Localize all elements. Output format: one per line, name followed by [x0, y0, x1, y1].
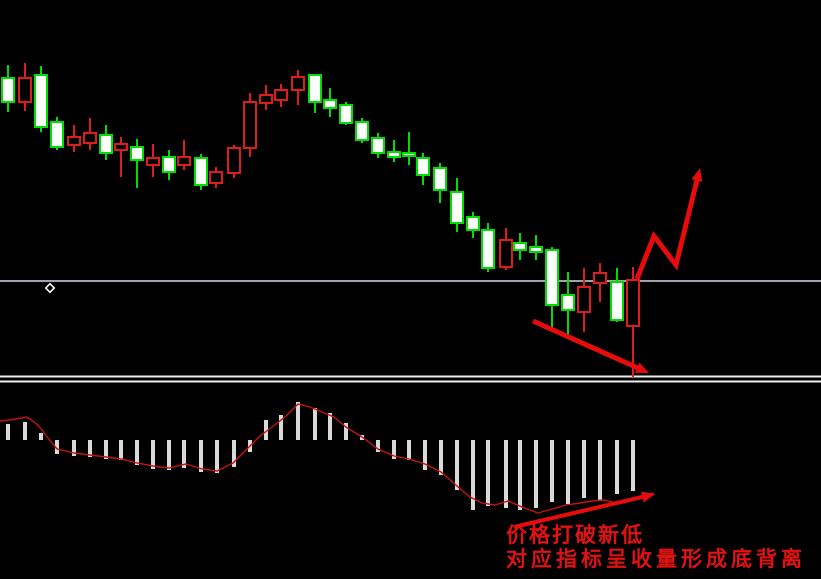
histogram-bar — [615, 440, 619, 494]
candle-body — [450, 191, 464, 224]
candle-body — [610, 281, 624, 321]
candle-body — [308, 74, 322, 103]
candle-body — [146, 157, 160, 166]
histogram-bar — [6, 424, 10, 440]
candle-body — [114, 143, 128, 151]
candle-body — [626, 279, 640, 327]
histogram-bar — [72, 440, 76, 456]
candle-body — [466, 216, 480, 231]
candle-body — [34, 74, 48, 128]
histogram-bar — [215, 440, 219, 473]
candle-body — [227, 147, 241, 174]
candle-body — [545, 249, 559, 306]
annotation-line-1: 价格打破新低 — [506, 524, 644, 547]
histogram-bar — [471, 440, 475, 510]
histogram-bar — [534, 440, 538, 508]
candle-body — [416, 157, 430, 176]
histogram-bar — [296, 402, 300, 440]
histogram-bar — [407, 440, 411, 460]
candle-body — [371, 137, 385, 154]
candle-body — [593, 272, 607, 284]
histogram-bar — [631, 440, 635, 491]
candle-body — [402, 152, 416, 157]
candle-body — [339, 104, 353, 124]
candle-body — [67, 136, 81, 146]
candle-body — [18, 77, 32, 103]
candle-body — [561, 294, 575, 311]
candle-body — [274, 89, 288, 101]
histogram-bar — [550, 440, 554, 502]
histogram-bar — [518, 440, 522, 510]
candle-body — [83, 132, 97, 144]
histogram-bar — [55, 440, 59, 454]
forecast-zigzag-arrow — [634, 175, 701, 280]
histogram-bar — [167, 440, 171, 470]
annotation-block: 价格打破新低 对应指标呈收量形成底背离 — [506, 524, 806, 572]
histogram-bar — [104, 440, 108, 459]
annotation-line-2: 对应指标呈收量形成底背离 — [506, 548, 806, 571]
candle-body — [194, 157, 208, 186]
histogram-bar — [232, 440, 236, 467]
histogram-bar — [392, 440, 396, 459]
histogram-bar — [328, 413, 332, 440]
histogram-bar — [119, 440, 123, 460]
candle-body — [433, 167, 447, 191]
histogram-bar — [582, 440, 586, 498]
histogram-bar — [199, 440, 203, 472]
downtrend-arrow — [531, 318, 643, 373]
candle-body — [291, 76, 305, 91]
histogram-bar — [344, 423, 348, 440]
candle-body — [50, 121, 64, 148]
candle-body — [529, 246, 543, 253]
candle-body — [1, 77, 15, 103]
histogram-bar — [598, 440, 602, 500]
candle-body — [513, 242, 527, 251]
candle-body — [259, 94, 273, 104]
histogram-bar — [135, 440, 139, 465]
downtrend-arrow-head — [634, 362, 649, 373]
histogram-bar — [439, 440, 443, 475]
candle-body — [387, 151, 401, 158]
histogram-bar — [423, 440, 427, 470]
histogram-bar — [486, 440, 490, 506]
candle-body — [243, 101, 257, 149]
histogram-bar — [39, 433, 43, 440]
forecast-zigzag-arrow-head — [691, 168, 703, 182]
candle-body — [177, 156, 191, 166]
candle-body — [209, 171, 223, 184]
histogram-bar — [23, 422, 27, 440]
histogram-bar — [566, 440, 570, 504]
histogram-bar — [376, 440, 380, 452]
histogram-bar — [279, 415, 283, 440]
histogram-bar — [182, 440, 186, 468]
candle-body — [481, 229, 495, 269]
histogram-bar — [88, 440, 92, 457]
histogram-bar — [264, 420, 268, 440]
histogram-bar — [151, 440, 155, 469]
candle-body — [499, 239, 513, 268]
divergence-arrow-head — [641, 491, 655, 503]
candle-body — [162, 156, 176, 173]
candle-body — [323, 99, 337, 109]
histogram-bar — [504, 440, 508, 508]
candle-body — [99, 134, 113, 154]
histogram-bar — [313, 408, 317, 440]
divergence-arrow — [513, 493, 648, 529]
cursor-dot — [44, 282, 56, 294]
candle-body — [577, 286, 591, 313]
signal-line — [0, 403, 655, 514]
candle-body — [130, 146, 144, 161]
candle-body — [355, 121, 369, 141]
histogram-bar — [455, 440, 459, 490]
